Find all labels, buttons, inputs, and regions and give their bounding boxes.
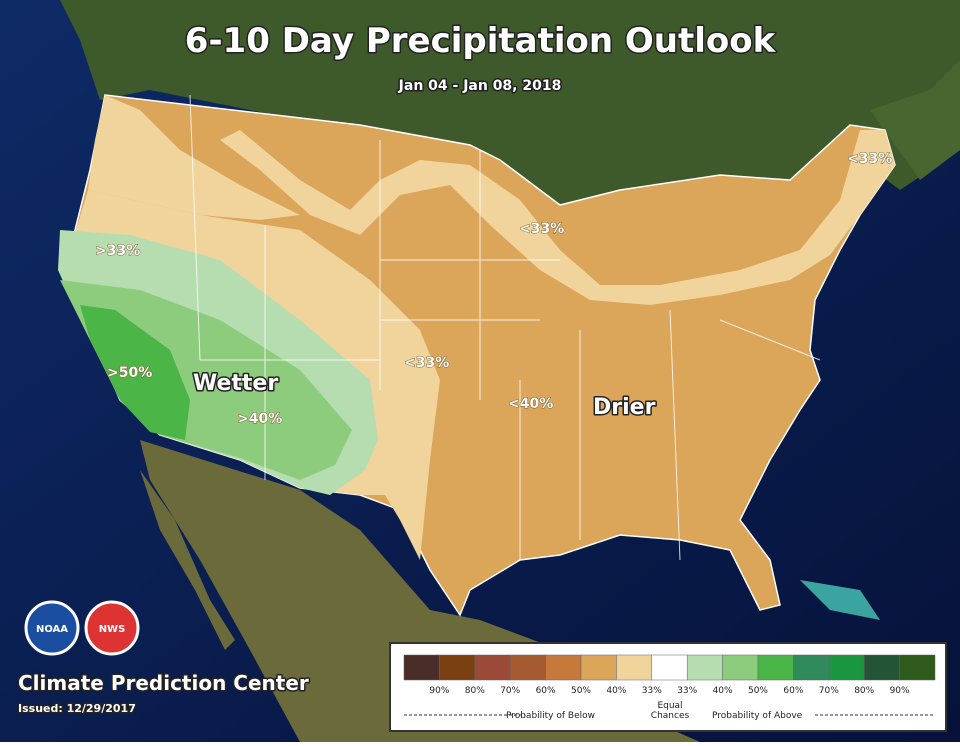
legend-label: 90%: [429, 686, 449, 696]
legend-label: 50%: [571, 686, 591, 696]
legend-swatch: [828, 654, 865, 681]
legend-swatch: [616, 654, 653, 681]
legend-label: 33%: [677, 686, 697, 696]
legend-swatch: [793, 654, 830, 681]
below-33-west: [88, 95, 300, 220]
legend-label: 40%: [606, 686, 626, 696]
legend-equal: Equal: [657, 701, 682, 711]
legend-label: 33%: [642, 686, 662, 696]
legend-swatch: [439, 654, 476, 681]
legend-below: Probability of Below: [506, 711, 595, 721]
legend-swatch: [474, 654, 511, 681]
legend-label: 40%: [713, 686, 733, 696]
nws-logo: [84, 600, 140, 656]
map-label: Drier: [593, 395, 656, 420]
legend-swatch: [863, 654, 900, 681]
subtitle: Jan 04 - Jan 08, 2018: [398, 78, 562, 94]
legend-label: 70%: [500, 686, 520, 696]
map-label: >33%: [95, 243, 140, 259]
map-label: >40%: [237, 411, 282, 427]
below-33-north: [220, 130, 895, 305]
legend-label: 50%: [748, 686, 768, 696]
legend-swatch: [686, 654, 723, 681]
above-50: [80, 305, 190, 440]
map-label: <33%: [404, 355, 449, 371]
legend-swatch: [722, 654, 759, 681]
legend-label: 60%: [536, 686, 556, 696]
state-lines: [189, 94, 821, 561]
map-label: >50%: [107, 365, 152, 381]
legend: Probability of Below Probability of Abov…: [389, 642, 947, 732]
legend-swatch: [403, 654, 440, 681]
legend-label: 60%: [783, 686, 803, 696]
legend-swatch: [757, 654, 794, 681]
noaa-logo: [24, 600, 80, 656]
title: 6-10 Day Precipitation Outlook: [185, 21, 777, 61]
legend-label: 80%: [854, 686, 874, 696]
map-label: <33%: [847, 151, 892, 167]
baja: [140, 470, 235, 650]
legend-label: 70%: [819, 686, 839, 696]
logo-text: NWS: [99, 624, 126, 635]
bahamas: [800, 580, 880, 620]
map-label: <40%: [508, 396, 553, 412]
legend-above: Probability of Above: [712, 711, 803, 721]
legend-swatch: [509, 654, 546, 681]
legend-equal: Chances: [651, 711, 690, 721]
issued: Issued: 12/29/2017: [18, 702, 136, 715]
center-name: Climate Prediction Center: [18, 671, 309, 695]
canada-east: [870, 60, 960, 180]
legend-label: 90%: [890, 686, 910, 696]
legend-swatch: [899, 654, 936, 681]
map-label: <33%: [519, 221, 564, 237]
legend-swatch: [580, 654, 617, 681]
legend-label: 80%: [465, 686, 485, 696]
map-label: Wetter: [193, 371, 278, 396]
logo-text: NOAA: [36, 624, 68, 635]
legend-swatch: [651, 654, 688, 681]
legend-swatch: [545, 654, 582, 681]
